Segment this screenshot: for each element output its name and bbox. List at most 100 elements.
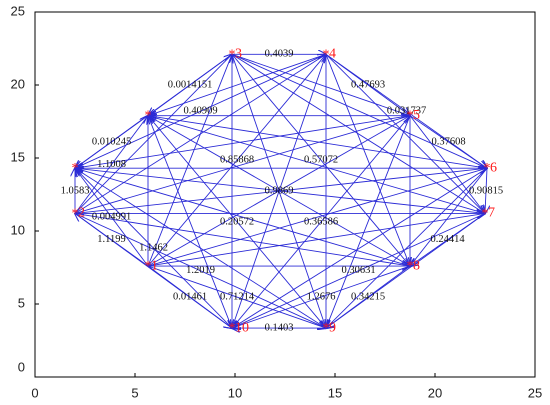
y-tick-label: 25 <box>11 3 25 18</box>
edge <box>326 115 411 328</box>
y-tick-label: 20 <box>11 76 25 91</box>
node-marker: * <box>484 161 491 176</box>
node-marker: * <box>72 161 79 176</box>
node-label: 8 <box>413 258 420 273</box>
edge-weight: 0.34215 <box>351 291 385 302</box>
edge <box>147 54 326 267</box>
node-marker: * <box>323 47 330 62</box>
node-label: 9 <box>329 320 336 335</box>
edge-weight: 0.1403 <box>265 322 294 333</box>
edge <box>409 115 485 214</box>
edge-weight: 1.1199 <box>97 234 126 245</box>
edge-weight: 0.20572 <box>220 216 254 227</box>
x-tick-label: 15 <box>328 385 342 400</box>
node-label: 1 <box>151 258 158 273</box>
edge <box>148 116 486 214</box>
edge <box>232 115 411 328</box>
node-label: 10 <box>235 320 249 335</box>
edge-weight: 0.47693 <box>351 79 385 90</box>
plot-frame <box>34 11 536 378</box>
node-label: 3 <box>235 47 242 62</box>
edge <box>231 53 487 168</box>
edge-weight: 0.004991 <box>92 212 131 223</box>
y-tick-label: 10 <box>11 222 25 237</box>
x-tick-label: 0 <box>31 385 38 400</box>
edge <box>75 115 411 169</box>
edge <box>325 54 485 213</box>
edge <box>74 116 410 214</box>
edge-weight: 0.010245 <box>92 136 131 147</box>
edge-weight: 1.1462 <box>139 243 168 254</box>
edge <box>74 213 232 328</box>
edge <box>232 213 486 328</box>
edge <box>74 213 326 328</box>
edge-weight: 0.24414 <box>430 234 465 245</box>
edge <box>75 53 327 168</box>
edge <box>75 168 149 267</box>
edge <box>147 168 487 267</box>
x-tick-label: 25 <box>528 385 542 400</box>
edges <box>75 54 487 328</box>
edge <box>326 265 411 328</box>
edge <box>410 167 488 266</box>
edge-weight: 0.57072 <box>304 155 338 166</box>
edge-weight: 1.2676 <box>307 291 336 302</box>
edge-weight: 1.0583 <box>61 185 90 196</box>
edge-weight: 0.9869 <box>265 186 294 197</box>
y-tick-label: 0 <box>18 359 25 374</box>
x-tick-label: 5 <box>131 385 138 400</box>
edge <box>148 116 411 267</box>
edge <box>75 115 149 169</box>
edge-weight: 0.4039 <box>265 49 294 60</box>
edge <box>325 53 487 168</box>
edge <box>231 54 410 266</box>
node-marker: * <box>407 109 414 124</box>
edge <box>148 116 233 329</box>
y-tick-label: 5 <box>18 295 25 310</box>
y-tick-label: 15 <box>11 149 25 164</box>
edge <box>148 116 327 329</box>
edge <box>485 168 487 213</box>
node-label: 5 <box>413 108 420 123</box>
edge <box>74 54 326 214</box>
node-marker: * <box>229 321 236 336</box>
edge <box>148 53 327 115</box>
edge <box>75 168 486 214</box>
edge-weight: 0.01461 <box>173 291 207 302</box>
node-label: 4 <box>329 47 336 62</box>
edge-weight: 0.85868 <box>220 155 254 166</box>
labels: 0.4039 0.0014151 0.47693 0.40909 0.010245 0.0… <box>61 49 504 334</box>
node-label: 2 <box>78 206 85 221</box>
x-tick-label: 10 <box>228 385 242 400</box>
edge-weight: 0.71214 <box>220 291 255 302</box>
node-marker: * <box>407 259 414 274</box>
edge <box>409 115 487 169</box>
edge <box>147 265 326 328</box>
edge-weight: 0.37608 <box>431 136 465 147</box>
node-marker: * <box>482 206 489 221</box>
node-marker: * <box>229 47 236 62</box>
edge-weight: 1.2019 <box>186 265 215 276</box>
edge <box>326 167 488 328</box>
edge <box>147 54 232 267</box>
edge <box>148 116 488 169</box>
edge <box>232 265 411 328</box>
node-marker: * <box>145 109 152 124</box>
edge-weight: 0.90815 <box>469 185 503 196</box>
node-marker: * <box>72 206 79 221</box>
edge <box>231 53 410 115</box>
node-label: 6 <box>490 160 497 175</box>
edge-weight: 0.0014151 <box>168 79 213 90</box>
edge <box>74 54 232 214</box>
edge <box>325 54 410 266</box>
edge-weight: 0.031737 <box>387 106 426 117</box>
node-marker: * <box>323 321 330 336</box>
node-marker: * <box>145 259 152 274</box>
edge-weight: 0.36586 <box>304 216 338 227</box>
edge <box>231 53 485 213</box>
edge-weight: 0.40909 <box>183 106 217 117</box>
edge-weight: 1.1008 <box>97 159 126 170</box>
edge <box>75 168 411 267</box>
edge <box>232 167 488 328</box>
